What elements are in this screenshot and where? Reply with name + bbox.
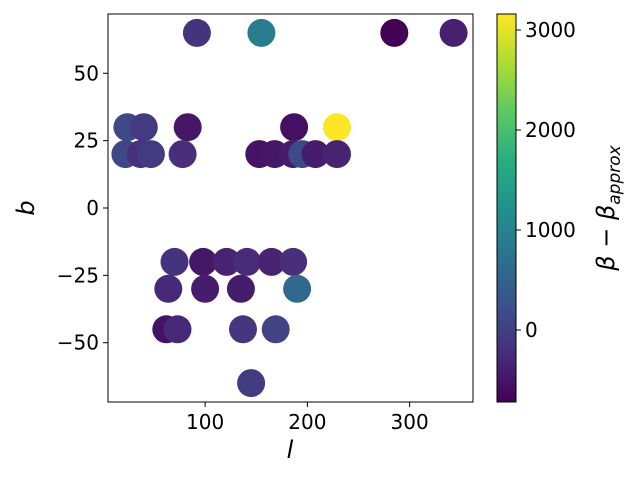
data-point xyxy=(257,247,286,276)
data-point xyxy=(323,140,351,169)
data-point xyxy=(191,274,220,303)
data-point xyxy=(173,113,202,142)
data-point xyxy=(237,369,266,398)
data-point xyxy=(160,247,189,276)
data-point xyxy=(163,315,192,344)
x-tick-label: 100 xyxy=(186,410,224,434)
data-point xyxy=(247,18,276,47)
data-point xyxy=(226,274,255,303)
data-point xyxy=(168,140,197,169)
x-axis-ticks: 100 200 300 xyxy=(186,402,429,434)
points-layer xyxy=(111,18,468,398)
data-point xyxy=(154,274,183,303)
colorbar-tick-label: 1000 xyxy=(525,218,576,242)
data-point xyxy=(189,247,218,276)
y-tick-label: 50 xyxy=(74,61,99,85)
colorbar-ticks: 0 1000 2000 3000 xyxy=(516,18,576,342)
x-axis-label: l xyxy=(287,436,294,464)
y-tick-label: 25 xyxy=(74,129,99,153)
data-point xyxy=(212,247,241,276)
colorbar xyxy=(496,13,517,403)
data-point xyxy=(439,18,468,47)
data-point xyxy=(301,140,330,169)
data-point xyxy=(233,247,261,276)
data-point xyxy=(283,274,312,303)
y-tick-label: −50 xyxy=(57,331,99,355)
data-point xyxy=(129,113,158,142)
x-tick-label: 200 xyxy=(288,410,326,434)
plot-frame xyxy=(107,13,474,403)
data-point xyxy=(136,140,165,169)
data-point xyxy=(380,18,409,47)
colorbar-tick-label: 0 xyxy=(525,318,538,342)
data-point xyxy=(280,113,309,142)
y-tick-label: −25 xyxy=(57,263,99,287)
colorbar-tick-label: 3000 xyxy=(525,18,576,42)
colorbar-label: β − βapprox xyxy=(592,144,625,271)
data-point xyxy=(279,247,308,276)
y-tick-label: 0 xyxy=(86,196,99,220)
colorbar-tick-label: 2000 xyxy=(525,118,576,142)
x-tick-label: 300 xyxy=(391,410,429,434)
data-point xyxy=(323,113,351,142)
y-axis-label: b xyxy=(12,200,40,215)
data-point xyxy=(182,18,211,47)
data-point xyxy=(261,315,290,344)
y-axis-ticks: −50 −25 0 25 50 xyxy=(57,61,108,355)
data-point xyxy=(229,315,257,344)
